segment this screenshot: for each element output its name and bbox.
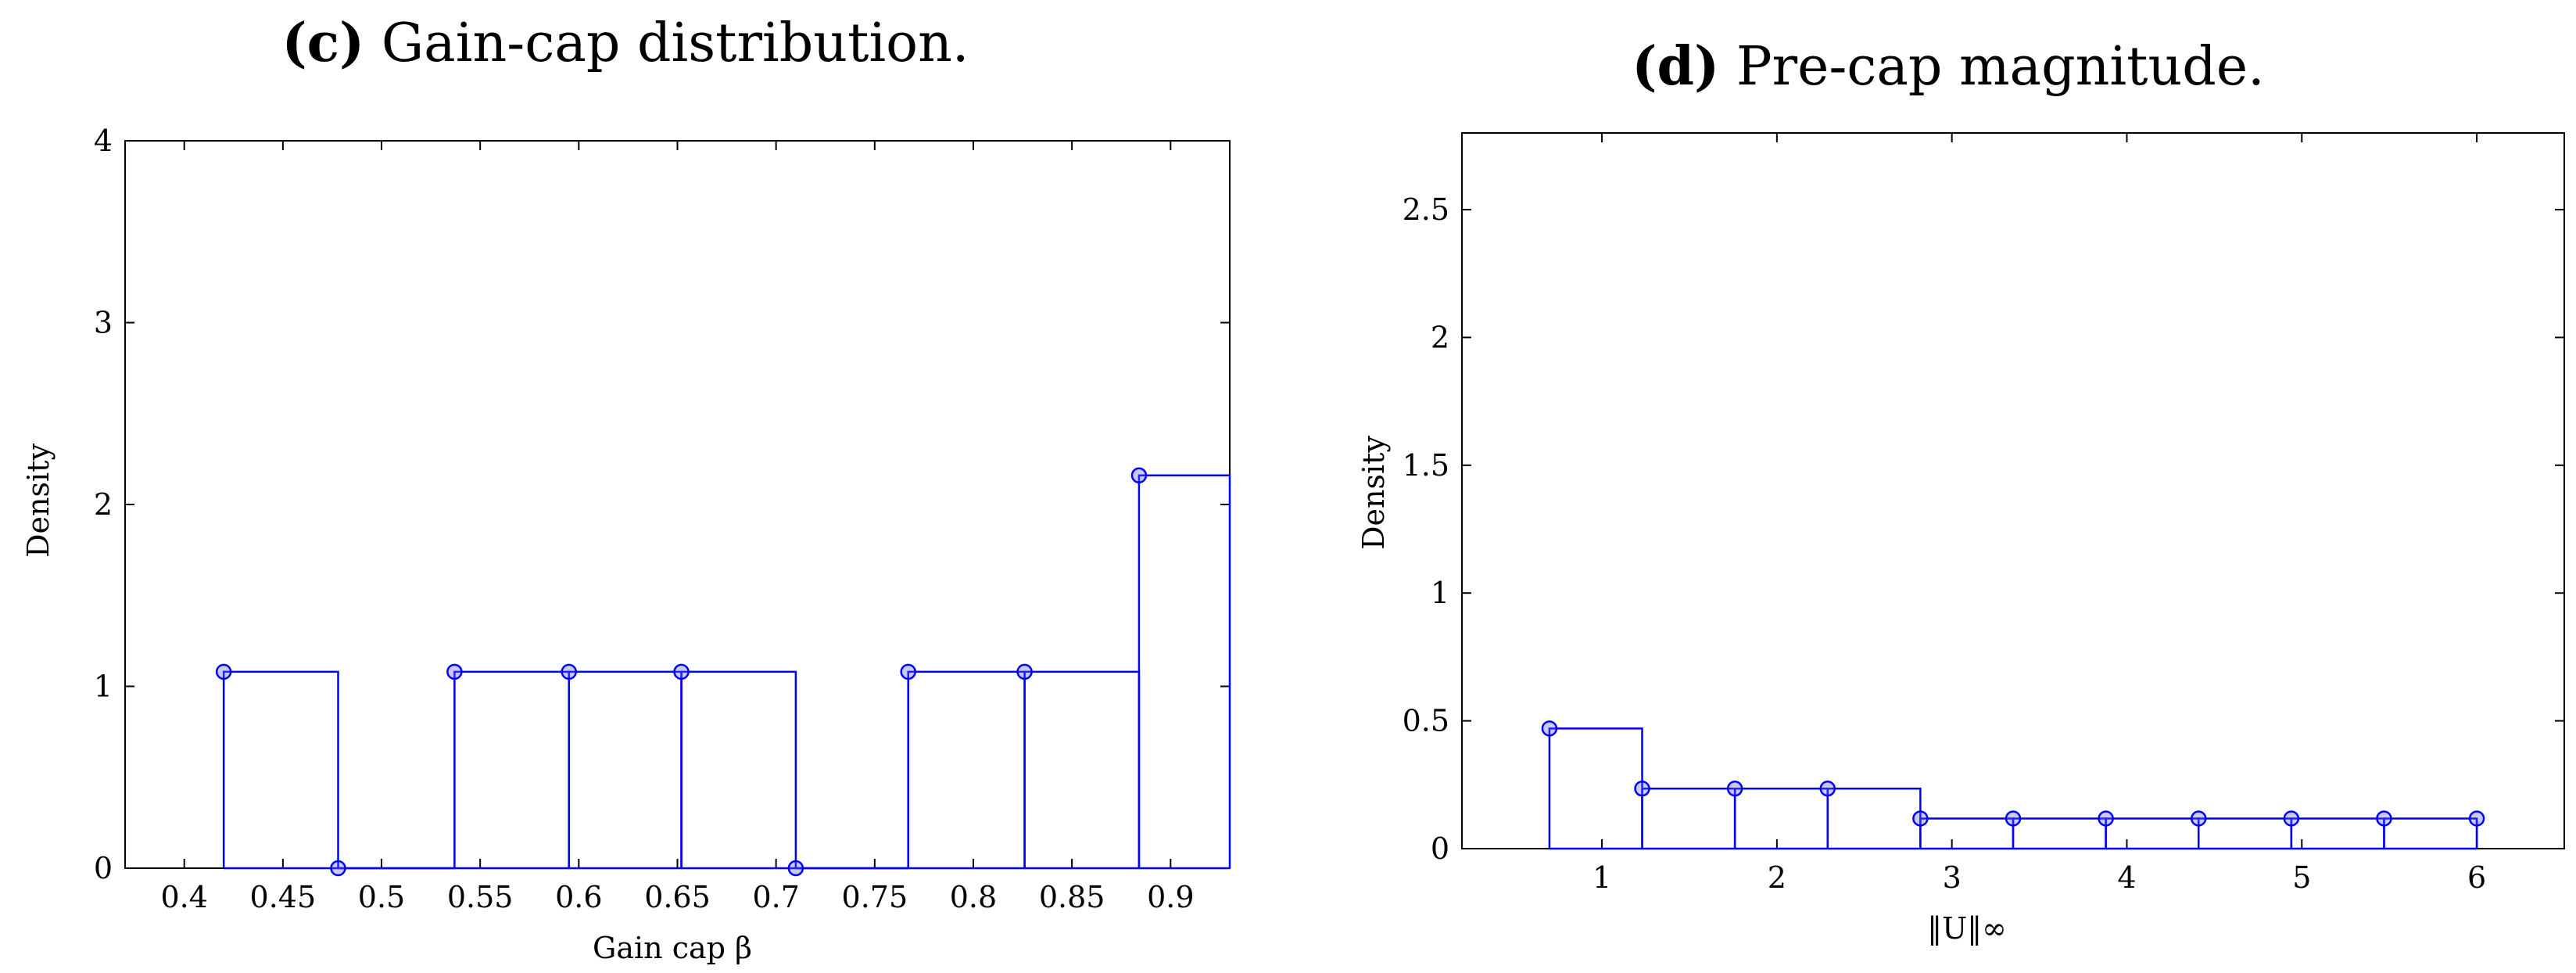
x-axis-label-d: ‖U‖∞ (1927, 911, 2007, 946)
histogram-bar-d (1641, 787, 1736, 849)
histogram-bar-d (1826, 787, 1922, 849)
data-point-d (1912, 810, 1929, 827)
x-tick-label-c: 0.65 (644, 880, 711, 914)
x-tick-label-c: 0.75 (842, 880, 908, 914)
data-point-d (2005, 810, 2022, 827)
histogram-bar-c (222, 670, 339, 868)
x-tick-label-c: 0.85 (1039, 880, 1105, 914)
data-point-c (1016, 663, 1033, 680)
histogram-bar-c (1138, 474, 1231, 868)
y-tick-label-d: 0 (1431, 831, 1449, 866)
x-tick-label-c: 0.8 (950, 880, 997, 914)
histogram-bar-d (2197, 817, 2293, 849)
x-tick-label-d: 1 (1593, 860, 1611, 895)
y-tick-label-c: 1 (94, 670, 113, 704)
x-tick-label-c: 0.7 (752, 880, 799, 914)
data-point-d (1541, 720, 1558, 737)
x-tick-label-c: 0.4 (160, 880, 207, 914)
x-tick-label-d: 6 (2467, 860, 2486, 895)
data-point-d (2283, 810, 2300, 827)
histogram-bar-c (907, 670, 1026, 868)
plot-area-c: 0.4 0.45 0.5 0.55 0.6 0.65 0.7 0.75 0.8 0.85 0.9 0 1… (94, 124, 1231, 914)
y-tick-label-d: 1 (1431, 576, 1449, 610)
y-tick-label-c: 2 (94, 487, 113, 522)
x-tick-label-c: 0.5 (358, 880, 405, 914)
data-point-d (1819, 780, 1836, 797)
data-point-c (446, 663, 463, 680)
histogram-bar-d (1733, 787, 1829, 849)
x-tick-label-c: 0.6 (555, 880, 602, 914)
histogram-bar-c (680, 670, 797, 868)
data-point-d (1726, 780, 1743, 797)
y-axis-label-d: Density (1356, 436, 1391, 550)
chart-title-d: (d) Pre-cap magnitude. (1632, 35, 2264, 98)
y-tick-label-d: 0.5 (1403, 704, 1449, 738)
histogram-bar-d (1919, 817, 2015, 849)
histogram-bar-d (2105, 817, 2200, 849)
y-tick-label-d: 1.5 (1403, 448, 1449, 483)
data-point-d (2098, 810, 2114, 827)
data-point-c (1130, 467, 1148, 484)
x-tick-label-d: 4 (2117, 860, 2136, 895)
y-axis-label-c: Density (21, 443, 56, 558)
plot-frame-d (1461, 132, 2565, 849)
data-point-c (330, 860, 346, 877)
x-tick-label-d: 5 (2292, 860, 2311, 895)
x-tick-label-c: 0.45 (250, 880, 317, 914)
y-tick-label-c: 0 (94, 851, 113, 885)
y-tick-label-c: 4 (94, 124, 113, 158)
histogram-bar-c (1023, 670, 1141, 868)
x-tick-label-c: 0.55 (447, 880, 514, 914)
chart-title-c: (c) Gain-cap distribution. (281, 12, 969, 74)
x-tick-label-d: 3 (1943, 860, 1962, 895)
y-tick-label-d: 2 (1431, 320, 1449, 354)
y-tick-label-c: 3 (94, 306, 113, 340)
data-point-c (561, 663, 577, 680)
data-point-c (900, 663, 916, 680)
plot-area-d: 1 2 3 4 5 6 0 0.5 1 1.5 2 2.5 (1403, 132, 2565, 895)
chart-panel-c: (c) Gain-cap distribution. 0.4 0.45 0.5 0.5… (21, 12, 1231, 965)
data-point-d (2190, 810, 2207, 827)
histogram-bar-c (453, 670, 570, 868)
y-tick-label-d: 2.5 (1403, 192, 1449, 227)
x-axis-label-c: Gain cap β (593, 931, 752, 965)
data-point-c (215, 663, 232, 680)
data-point-c (787, 860, 804, 877)
x-tick-label-c: 0.9 (1147, 880, 1194, 914)
histogram-bar-d (2383, 817, 2478, 849)
x-tick-label-d: 2 (1768, 860, 1786, 895)
histogram-bar-d (2290, 817, 2385, 849)
histogram-bar-d (2012, 817, 2107, 849)
data-point-d (2468, 810, 2485, 827)
histogram-bar-d (1548, 727, 1643, 849)
plot-frame-c (124, 140, 1231, 869)
data-point-c (673, 663, 690, 680)
chart-panel-d: (d) Pre-cap magnitude. 1 2 3 4 5 6 0 0.5 1 1.5 2 2.… (1356, 35, 2565, 946)
histogram-bar-c (568, 670, 683, 868)
data-point-d (1634, 780, 1650, 797)
data-point-d (2376, 810, 2392, 827)
